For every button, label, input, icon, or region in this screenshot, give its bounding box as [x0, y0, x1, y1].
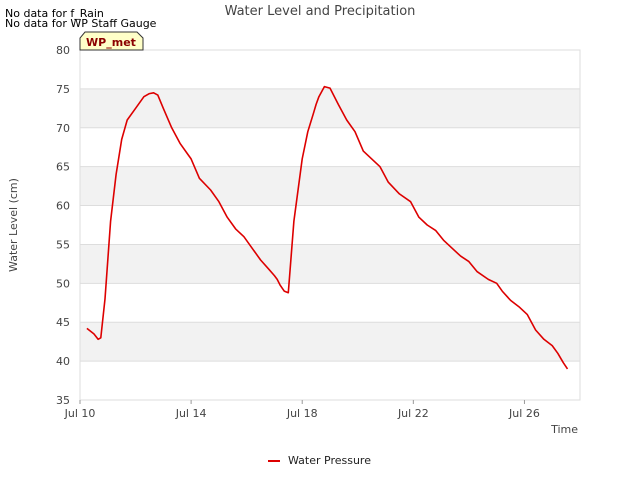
legend: Water Pressure — [268, 454, 371, 467]
plot-band — [80, 166, 580, 206]
chart-title: Water Level and Precipitation — [225, 4, 416, 19]
plot-band — [80, 322, 580, 362]
x-axis-ticks: Jul 10 Jul 14 Jul 18 Jul 22 Jul 26 — [64, 400, 540, 420]
site-badge: WP_met — [86, 35, 136, 49]
site-badge-shape — [79, 31, 144, 51]
series-layer — [86, 85, 569, 370]
y-tick-label: 55 — [56, 238, 70, 251]
x-tick-label: Jul 18 — [286, 407, 318, 420]
x-axis-label: Time — [550, 423, 578, 436]
no-data-note-rain: No data for f_Rain — [5, 7, 104, 20]
plot-band — [80, 244, 580, 284]
y-tick-label: 60 — [56, 200, 70, 213]
y-axis-label: Water Level (cm) — [7, 178, 20, 272]
x-tick-label: Jul 14 — [175, 407, 207, 420]
y-tick-label: 70 — [56, 122, 70, 135]
no-data-note-staff-gauge: No data for WP Staff Gauge — [5, 17, 157, 30]
y-tick-label: 50 — [56, 277, 70, 290]
x-tick-label: Jul 10 — [64, 407, 96, 420]
legend-label: Water Pressure — [288, 454, 371, 467]
plot-band — [80, 88, 580, 128]
x-tick-label: Jul 26 — [508, 407, 540, 420]
x-tick-label: Jul 22 — [397, 407, 429, 420]
y-tick-label: 35 — [56, 394, 70, 407]
y-tick-label: 40 — [56, 355, 70, 368]
plot-border — [79, 49, 581, 401]
series-line-water-pressure — [86, 85, 569, 370]
y-tick-label: 65 — [56, 161, 70, 174]
y-axis-ticks: 35 40 45 50 55 60 65 70 75 80 — [56, 44, 70, 407]
plot-bands — [80, 88, 580, 362]
y-tick-label: 75 — [56, 83, 70, 96]
y-tick-label: 80 — [56, 44, 70, 57]
y-tick-label: 45 — [56, 316, 70, 329]
